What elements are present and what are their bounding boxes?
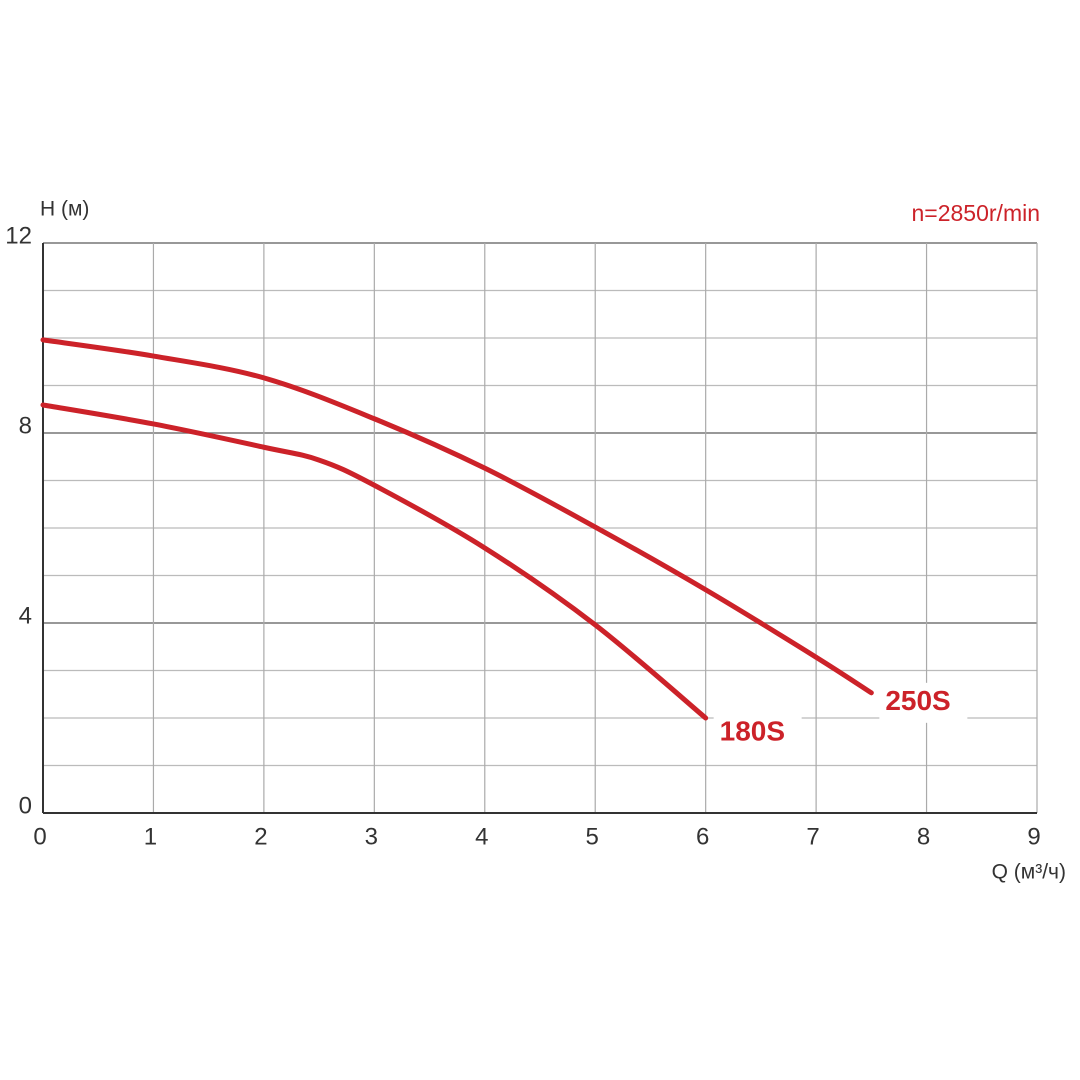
series-label: 250S	[885, 685, 950, 716]
x-tick-label: 7	[806, 823, 819, 850]
y-tick-label: 8	[19, 412, 32, 439]
x-tick-label: 0	[33, 823, 46, 850]
x-tick-label: 4	[475, 823, 488, 850]
x-tick-label: 5	[586, 823, 599, 850]
label-background	[879, 682, 968, 723]
line	[40, 402, 709, 721]
y-axis-title: H (м)	[40, 198, 89, 221]
y-tick-label: 0	[19, 792, 32, 819]
y-tick-label: 4	[19, 602, 32, 629]
x-tick-label: 6	[696, 823, 709, 850]
label-background	[713, 713, 802, 753]
speed-annotation: n=2850r/min	[912, 200, 1041, 226]
series-label: 180S	[720, 715, 785, 746]
x-tick-label: 3	[365, 823, 378, 850]
x-tick-label: 1	[144, 823, 157, 850]
x-tick-label: 8	[917, 823, 930, 850]
x-axis-title: Q (м³/ч)	[992, 861, 1066, 884]
x-tick-label: 9	[1027, 823, 1040, 850]
line	[40, 337, 874, 696]
x-tick-label: 2	[254, 823, 267, 850]
y-tick-label: 12	[5, 222, 32, 249]
